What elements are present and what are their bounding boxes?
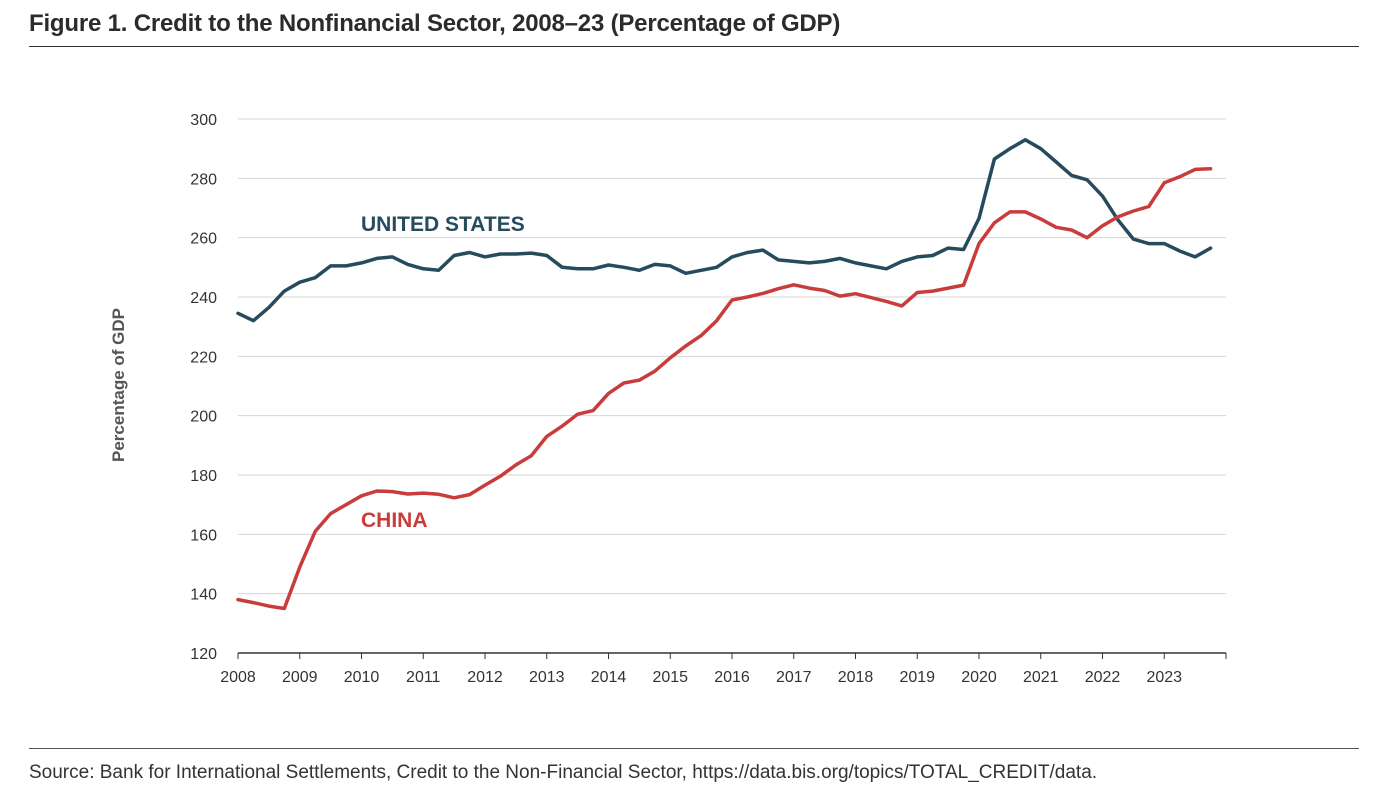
x-tick-label-2020: 2020	[961, 669, 997, 686]
series-label-china: CHINA	[361, 509, 428, 532]
y-axis-label: Percentage of GDP	[109, 308, 128, 462]
series-label-united-states: UNITED STATES	[361, 213, 525, 236]
y-tick-label-180: 180	[190, 468, 217, 485]
y-tick-label-260: 260	[190, 231, 217, 248]
x-tick-label-2019: 2019	[899, 669, 935, 686]
y-tick-label-160: 160	[190, 527, 217, 544]
y-axis-ticks: 120 140 160 180 200 220 240 260 280 300	[190, 112, 217, 663]
y-tick-label-240: 240	[190, 290, 217, 307]
source-note: Source: Bank for International Settlemen…	[29, 762, 1098, 783]
series-line-china	[236, 167, 1213, 611]
series-lines	[236, 138, 1213, 611]
x-tick-label-2021: 2021	[1023, 669, 1059, 686]
x-tick-label-2022: 2022	[1085, 669, 1121, 686]
y-tick-label-200: 200	[190, 409, 217, 426]
y-tick-label-280: 280	[190, 171, 217, 188]
x-tick-label-2015: 2015	[652, 669, 688, 686]
y-tick-label-220: 220	[190, 349, 217, 366]
series-line-united-states	[236, 138, 1213, 323]
x-tick-label-2013: 2013	[529, 669, 565, 686]
x-tick-label-2010: 2010	[344, 669, 380, 686]
x-tick-label-2011: 2011	[406, 669, 441, 686]
x-tick-label-2014: 2014	[591, 669, 627, 686]
x-tick-label-2009: 2009	[282, 669, 318, 686]
x-tick-label-2016: 2016	[714, 669, 750, 686]
x-axis: 2008 2009 2010 2011 2012 2013 2014 2015 2016 2017…	[220, 652, 1227, 686]
x-tick-label-2023: 2023	[1146, 669, 1182, 686]
y-tick-label-140: 140	[190, 587, 217, 604]
y-tick-label-120: 120	[190, 646, 217, 663]
x-tick-label-2008: 2008	[220, 669, 256, 686]
y-tick-label-300: 300	[190, 112, 217, 129]
x-tick-label-2012: 2012	[467, 669, 503, 686]
gridlines	[238, 118, 1226, 595]
x-tick-label-2018: 2018	[838, 669, 874, 686]
title-divider	[29, 46, 1359, 47]
x-tick-label-2017: 2017	[776, 669, 812, 686]
source-divider	[29, 748, 1359, 749]
figure-title: Figure 1. Credit to the Nonfinancial Sec…	[29, 10, 841, 37]
